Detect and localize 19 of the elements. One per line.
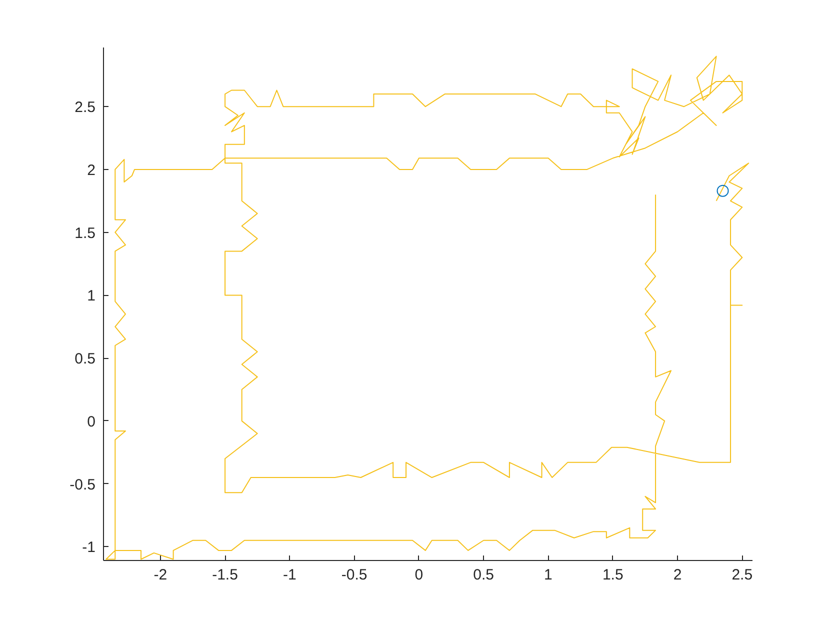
x-tick-label: 2.5 (732, 566, 753, 584)
y-tick-label: -1 (82, 539, 96, 556)
x-tick-label: -0.5 (341, 566, 368, 584)
x-tick-label: 0.5 (473, 566, 494, 584)
y-tick-label: 0.5 (74, 350, 96, 368)
y-tick-label: 2.5 (74, 99, 96, 116)
x-tick-label: 2 (673, 566, 682, 584)
x-tick-label: -1.5 (212, 566, 238, 584)
x-tick-label: 1 (544, 566, 552, 584)
y-tick-label: -0.5 (70, 476, 96, 494)
y-tick-label: 1 (87, 288, 96, 305)
x-tick-label: -1 (283, 566, 296, 584)
y-tick-label: 0 (87, 413, 96, 430)
line-series (106, 56, 750, 560)
x-tick-label: 0 (414, 566, 424, 584)
x-tick-label: -2 (154, 566, 168, 584)
y-tick-label: 2 (87, 162, 96, 179)
x-tick-label: 1.5 (602, 566, 624, 584)
y-tick-label: 1.5 (74, 224, 96, 242)
